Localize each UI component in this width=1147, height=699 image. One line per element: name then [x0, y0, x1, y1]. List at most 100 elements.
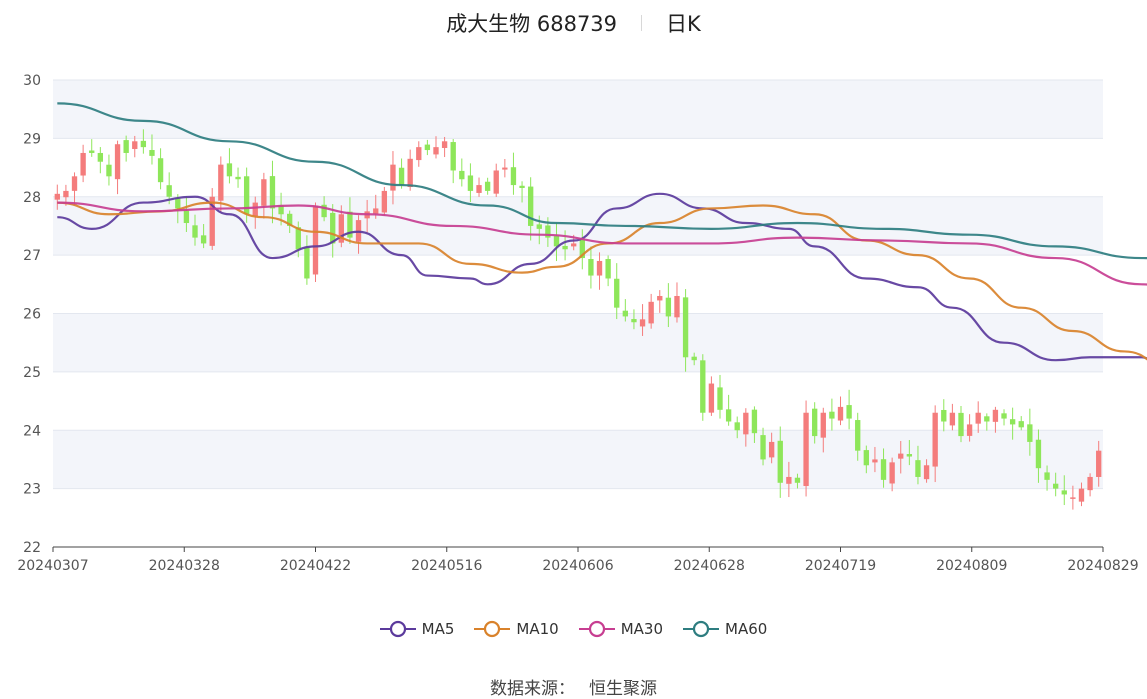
candle [416, 141, 422, 167]
candle [89, 139, 95, 157]
candle-body [278, 205, 284, 215]
candle [717, 374, 723, 419]
x-tick-label: 20240719 [805, 558, 876, 574]
candle [734, 416, 740, 439]
candle [252, 196, 258, 229]
band [53, 196, 1103, 256]
candle [837, 396, 844, 426]
stock-name-label: 成大生物 688739 [446, 12, 618, 36]
candle [1052, 472, 1059, 497]
candle-body [923, 465, 930, 480]
candle [192, 214, 198, 246]
candle-body [312, 205, 319, 275]
candle-body [691, 356, 697, 361]
legend-item-ma30[interactable]: MA30 [578, 620, 663, 638]
candle [1009, 407, 1016, 440]
candle-body [476, 185, 482, 193]
candle-body [484, 181, 491, 191]
candle [269, 160, 276, 224]
candle-body [1044, 472, 1050, 480]
candle-body [984, 416, 990, 422]
band [53, 313, 1103, 372]
candle-body [674, 295, 680, 318]
moving-average-lines [57, 102, 1147, 362]
candle-body [381, 190, 388, 213]
candle [631, 309, 637, 330]
candle-body [682, 297, 689, 358]
candle [261, 172, 267, 219]
candle [820, 407, 826, 453]
candle-body [1018, 421, 1024, 428]
candle-body [949, 412, 956, 426]
candle [812, 402, 818, 444]
candle-body [218, 164, 224, 201]
candle-body [192, 225, 198, 238]
legend-item-ma60[interactable]: MA60 [683, 620, 767, 638]
candle [906, 440, 913, 466]
candle-body [596, 260, 603, 276]
x-tick-label: 20240606 [542, 558, 613, 574]
legend-marker-icon [578, 620, 615, 638]
x-tick-label: 20240809 [936, 558, 1007, 574]
candle [157, 148, 164, 190]
candle-body [261, 179, 267, 206]
candle-body [812, 408, 818, 437]
candle [803, 400, 809, 497]
candle-body [243, 176, 250, 215]
candle [923, 459, 930, 483]
candle-body [1096, 450, 1102, 477]
candle [106, 154, 112, 186]
candle [588, 246, 594, 289]
candle [527, 177, 534, 241]
candle-body [1009, 419, 1016, 425]
candle-body [553, 235, 560, 247]
candle [123, 135, 129, 162]
candle-body [614, 278, 620, 308]
candle [304, 235, 310, 285]
candle [639, 304, 646, 336]
band [53, 430, 1103, 489]
candle [915, 445, 921, 485]
y-axis: 22 23 24 25 26 27 28 29 30 [23, 73, 41, 556]
candle-body [829, 411, 835, 419]
candle [200, 224, 207, 249]
candle [794, 473, 801, 489]
candle [966, 414, 973, 442]
candle [984, 413, 990, 431]
candle-body [958, 412, 964, 437]
candle-body [467, 175, 474, 191]
candle [760, 427, 766, 466]
legend-item-ma5[interactable]: MA5 [379, 620, 454, 638]
candle-body [880, 459, 887, 480]
candle [390, 151, 396, 205]
candle-body [932, 412, 938, 467]
candle-body [846, 405, 852, 419]
candle-body [321, 204, 327, 218]
candle-body [502, 167, 508, 170]
candle [872, 446, 878, 473]
candle [975, 401, 981, 433]
legend-label: MA60 [725, 620, 768, 638]
legend-item-ma10[interactable]: MA10 [474, 620, 559, 638]
candle [467, 163, 474, 203]
y-tick-label: 27 [23, 248, 41, 264]
candle-body [1061, 490, 1067, 495]
candle-body [510, 167, 517, 186]
candle [691, 352, 697, 366]
candle-body [579, 239, 585, 259]
candle [424, 139, 431, 156]
candle-body [1052, 483, 1059, 489]
candle-body [200, 235, 207, 244]
legend-marker-icon [474, 620, 511, 638]
candle-body [975, 412, 981, 424]
y-tick-label: 29 [23, 131, 41, 147]
candle-body [89, 150, 95, 153]
candle [1027, 408, 1033, 456]
candle-body [665, 297, 672, 317]
y-tick-label: 23 [23, 482, 41, 498]
ma-line-ma60 [57, 102, 1147, 260]
candle-body [648, 301, 654, 324]
candle [846, 389, 852, 430]
candle-body [252, 202, 258, 217]
candle [700, 354, 706, 421]
